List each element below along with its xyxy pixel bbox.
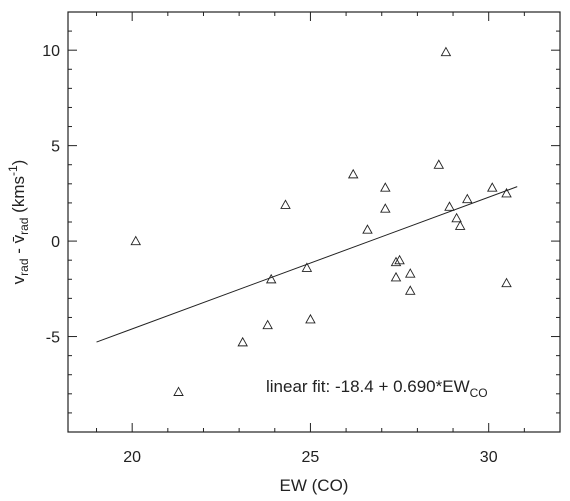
- data-point-triangle: [280, 199, 291, 209]
- fit-annotation: linear fit: -18.4 + 0.690*EWCO: [266, 377, 488, 400]
- data-point-triangle: [262, 319, 273, 330]
- data-point-triangle: [501, 277, 512, 288]
- data-point-triangle: [380, 182, 391, 192]
- data-point-triangle: [305, 313, 316, 324]
- data-point-triangle: [444, 201, 455, 211]
- plot-frame: [67, 11, 561, 433]
- data-point-triangle: [486, 182, 498, 192]
- y-tick-label: 5: [51, 139, 60, 156]
- data-point-triangle: [130, 235, 142, 246]
- data-point-triangle: [362, 224, 373, 234]
- x-tick-label: 25: [302, 449, 320, 466]
- data-point-triangle: [301, 262, 313, 272]
- data-point-triangle: [237, 336, 248, 347]
- y-tick-label: -5: [46, 330, 60, 347]
- fit-annotation-main: linear fit: -18.4 + 0.690*EW: [266, 377, 470, 396]
- data-point-triangle: [501, 187, 512, 198]
- data-point-triangle: [404, 285, 416, 295]
- y-axis-title: vrad - v̄rad (kms-1): [6, 160, 31, 285]
- data-point-triangle: [440, 46, 452, 57]
- data-point-triangle: [394, 254, 405, 265]
- data-point-triangle: [390, 256, 402, 267]
- axis-ticks: 20 25 30 -5 0 5 10: [42, 11, 561, 466]
- fit-annotation-subscript: CO: [470, 386, 488, 400]
- data-point-triangle: [451, 212, 462, 223]
- x-axis-title: EW (CO): [280, 476, 349, 495]
- y-tick-label: 0: [51, 234, 60, 251]
- data-points: [130, 46, 512, 396]
- data-point-triangle: [380, 203, 391, 213]
- data-point-triangle: [462, 193, 473, 204]
- y-tick-label: 10: [42, 43, 60, 60]
- x-tick-label: 20: [123, 449, 141, 466]
- x-tick-label: 30: [480, 449, 498, 466]
- data-point-triangle: [173, 386, 184, 396]
- data-point-triangle: [454, 220, 466, 230]
- data-point-triangle: [404, 268, 416, 278]
- linear-fit-line: [96, 186, 518, 343]
- data-point-triangle: [390, 271, 402, 282]
- data-point-triangle: [347, 168, 359, 179]
- data-point-triangle: [433, 159, 445, 169]
